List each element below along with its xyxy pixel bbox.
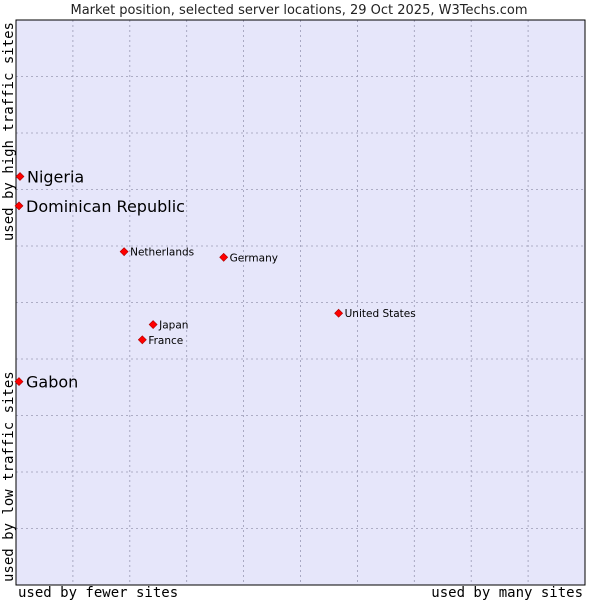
data-point-dominican-republic: Dominican Republic xyxy=(14,197,185,216)
point-marker xyxy=(14,377,24,387)
data-point-france: France xyxy=(137,335,183,347)
y-axis-label-top: used by high traffic sites xyxy=(1,22,17,241)
x-axis-label-right: used by many sites xyxy=(431,585,583,600)
point-marker xyxy=(137,335,147,345)
point-label: Gabon xyxy=(26,373,78,392)
grid-lines xyxy=(16,20,585,585)
data-point-united-states: United States xyxy=(334,308,416,320)
data-point-nigeria: Nigeria xyxy=(15,168,84,187)
point-label: France xyxy=(148,335,183,347)
point-marker xyxy=(334,308,344,318)
point-marker xyxy=(14,201,24,211)
data-point-gabon: Gabon xyxy=(14,373,78,392)
data-points: Nigeria Dominican Republic Gabon Netherland… xyxy=(14,168,416,392)
point-label: Nigeria xyxy=(27,168,84,187)
point-label: Germany xyxy=(230,252,278,264)
data-point-japan: Japan xyxy=(148,320,188,332)
point-marker xyxy=(219,252,229,262)
point-label: Dominican Republic xyxy=(26,197,185,216)
data-point-germany: Germany xyxy=(219,252,278,264)
point-label: Japan xyxy=(158,320,188,332)
point-label: United States xyxy=(345,308,416,320)
chart-title: Market position, selected server locatio… xyxy=(70,3,527,18)
y-axis-label-bottom: used by low traffic sites xyxy=(1,371,17,582)
x-axis-label-left: used by fewer sites xyxy=(18,585,178,600)
point-marker xyxy=(148,320,158,329)
point-marker xyxy=(119,247,129,257)
point-label: Netherlands xyxy=(130,247,194,259)
plot-frame xyxy=(15,19,586,586)
point-marker xyxy=(15,172,25,181)
data-point-netherlands: Netherlands xyxy=(119,247,194,259)
